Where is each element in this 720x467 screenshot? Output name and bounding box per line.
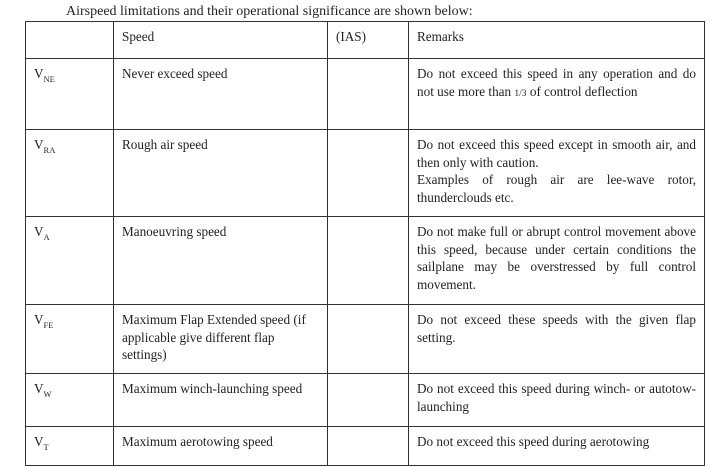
table-row: VT Maximum aerotowing speed Do not excee… <box>25 426 705 466</box>
speed-name: Maximum aerotowing speed <box>113 426 328 466</box>
speed-name: Rough air speed <box>113 129 328 217</box>
table-row: VA Manoeuvring speed Do not make full or… <box>25 216 705 305</box>
remarks: Do not exceed these speeds with the give… <box>408 304 705 374</box>
header-row: Speed (IAS) Remarks <box>25 21 705 59</box>
speed-symbol: VFE <box>25 304 114 374</box>
speed-symbol: VA <box>25 216 114 305</box>
header-remarks: Remarks <box>408 21 705 59</box>
speed-name: Manoeuvring speed <box>113 216 328 305</box>
table-row: VW Maximum winch-launching speed Do not … <box>25 373 705 427</box>
ias-value <box>327 304 409 374</box>
remarks: Do not exceed this speed except in smoot… <box>408 129 705 217</box>
speed-symbol: VW <box>25 373 114 427</box>
speed-symbol: VT <box>25 426 114 466</box>
table-row: VNE Never exceed speed Do not exceed thi… <box>25 58 705 130</box>
remarks: Do not make full or abrupt control movem… <box>408 216 705 305</box>
speed-symbol: VNE <box>25 58 114 130</box>
header-ias: (IAS) <box>327 21 409 59</box>
table-row: VRA Rough air speed Do not exceed this s… <box>25 129 705 217</box>
header-symbol <box>25 21 114 59</box>
remarks: Do not exceed this speed during aerotowi… <box>408 426 705 466</box>
intro-text: Airspeed limitations and their operation… <box>66 4 473 19</box>
header-speed: Speed <box>113 21 328 59</box>
ias-value <box>327 129 409 217</box>
remarks: Do not exceed this speed during winch- o… <box>408 373 705 427</box>
speed-name: Maximum Flap Extended speed (if applicab… <box>113 304 328 374</box>
speed-symbol: VRA <box>25 129 114 217</box>
speed-name: Never exceed speed <box>113 58 328 130</box>
ias-value <box>327 216 409 305</box>
ias-value <box>327 373 409 427</box>
speed-name: Maximum winch-launching speed <box>113 373 328 427</box>
airspeed-limitations-table: Speed (IAS) Remarks VNE Never exceed spe… <box>25 21 705 466</box>
ias-value <box>327 58 409 130</box>
ias-value <box>327 426 409 466</box>
table-row: VFE Maximum Flap Extended speed (if appl… <box>25 304 705 374</box>
remarks: Do not exceed this speed in any operatio… <box>408 58 705 130</box>
